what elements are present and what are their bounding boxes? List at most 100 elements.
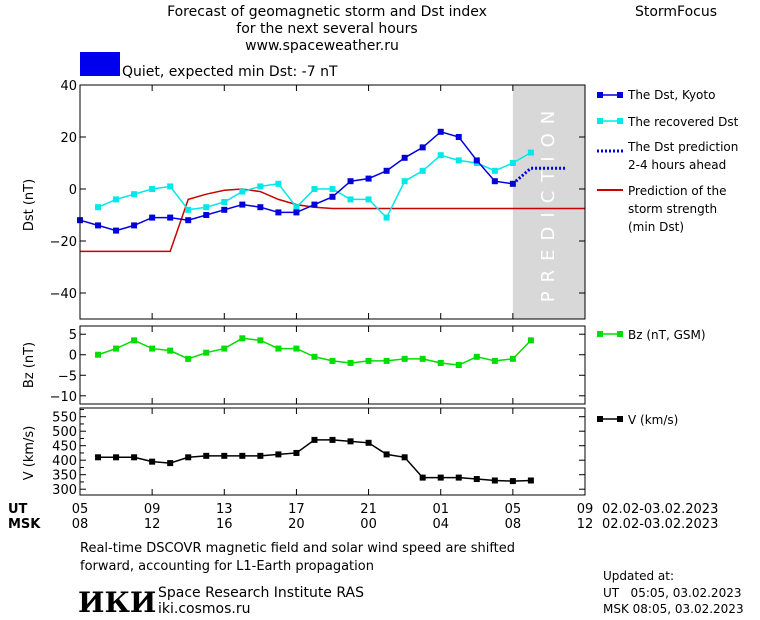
v-line-point xyxy=(113,454,120,461)
bz-line-point xyxy=(185,355,192,362)
recovered-dst-line-point xyxy=(275,180,282,187)
institute-site: iki.cosmos.ru xyxy=(158,601,250,617)
v-line xyxy=(98,439,531,482)
recovered-dst-line-point xyxy=(401,178,408,185)
kyoto-dst-line-point xyxy=(491,178,498,185)
updated-label: Updated at: xyxy=(603,569,674,583)
legend-storm-2: storm strength xyxy=(628,202,717,216)
recovered-dst-line-point xyxy=(383,214,390,221)
recovered-dst-line-point xyxy=(455,157,462,164)
recovered-dst-line-point xyxy=(185,206,192,213)
bz-ytick-label: 5 xyxy=(69,328,77,343)
ut-tick-label: 09 xyxy=(144,502,161,517)
legend-v-marker xyxy=(597,416,623,422)
bz-ytick-label: 0 xyxy=(69,349,77,364)
kyoto-dst-line-point xyxy=(203,212,210,218)
kyoto-dst-line-point xyxy=(113,227,120,234)
msk-range: 02.02-03.02.2023 xyxy=(602,517,718,532)
recovered-dst-line-point xyxy=(419,167,426,174)
v-line-point xyxy=(329,436,336,443)
bz-ytick-label: −10 xyxy=(50,390,77,405)
recovered-dst-line-point xyxy=(113,196,120,203)
bz-line-point xyxy=(275,345,282,352)
kyoto-dst-line-point xyxy=(167,214,174,221)
dst-ytick-label: −40 xyxy=(50,287,77,302)
recovered-dst-line-point xyxy=(149,186,156,192)
lg-kyoto-pt xyxy=(617,92,623,98)
legend-prediction-1: The Dst prediction xyxy=(627,140,738,154)
footer-note-2: forward, accounting for L1-Earth propaga… xyxy=(80,559,374,574)
recovered-dst-line-point xyxy=(365,196,372,203)
msk-tick-label: 00 xyxy=(360,517,377,532)
v-ytick-label: 500 xyxy=(52,425,77,440)
dst-series xyxy=(77,128,585,253)
msk-label: MSK xyxy=(8,517,41,532)
v-line-point xyxy=(383,451,390,458)
v-line-point xyxy=(239,452,246,459)
recovered-dst-line-point xyxy=(527,149,534,156)
bz-line-point xyxy=(149,345,156,352)
kyoto-dst-line-point xyxy=(437,128,444,135)
dst-ytick-label: 0 xyxy=(69,183,77,198)
recovered-dst-line-point xyxy=(329,186,336,192)
bz-line-point xyxy=(437,359,444,366)
status-text: Quiet, expected min Dst: -7 nT xyxy=(122,64,338,80)
v-line-point xyxy=(473,476,480,483)
kyoto-dst-line xyxy=(79,130,513,232)
bz-series xyxy=(95,335,534,368)
v-line-point xyxy=(401,454,408,461)
status-color-swatch xyxy=(80,52,120,76)
kyoto-dst-line-point xyxy=(329,193,336,200)
v-line-point xyxy=(365,439,372,446)
bz-line-point xyxy=(239,335,246,342)
bz-line-point xyxy=(347,359,354,366)
v-ytick-label: 300 xyxy=(52,483,77,498)
ut-tick-label: 13 xyxy=(216,502,233,517)
dst-ytick-label: −20 xyxy=(50,235,77,250)
bz-line-point xyxy=(221,345,228,352)
v-line-point xyxy=(491,477,498,484)
v-line-point xyxy=(149,458,156,465)
recovered-dst-line-point xyxy=(437,152,444,159)
v-line-point xyxy=(527,477,534,484)
recovered-dst-line-point xyxy=(257,183,264,190)
legend-kyoto: The Dst, Kyoto xyxy=(627,88,715,102)
ut-tick-label: 09 xyxy=(577,502,594,517)
bz-line-point xyxy=(257,337,264,344)
msk-tick-label: 12 xyxy=(577,517,594,532)
ut-tick-label: 05 xyxy=(505,502,522,517)
recovered-dst-line-point xyxy=(203,204,210,211)
v-line-point xyxy=(131,454,138,461)
legend-recovered-marker xyxy=(597,118,623,124)
kyoto-dst-line-point xyxy=(311,201,318,208)
msk-tick-label: 08 xyxy=(505,517,522,532)
lg-rec-pt xyxy=(597,118,603,124)
v-line-point xyxy=(509,478,516,485)
bz-line-point xyxy=(95,351,102,358)
kyoto-dst-line-point xyxy=(455,134,462,140)
dst-y-label: Dst (nT) xyxy=(22,179,37,231)
kyoto-dst-line-point xyxy=(401,154,408,161)
kyoto-dst-line-point xyxy=(131,222,138,229)
bz-frame xyxy=(79,325,586,405)
recovered-dst-line-point xyxy=(131,191,138,198)
legend-recovered: The recovered Dst xyxy=(627,115,739,129)
recovered-dst-line-point xyxy=(311,186,318,192)
title-line-1: Forecast of geomagnetic storm and Dst in… xyxy=(167,4,487,20)
bz-line-point xyxy=(401,355,408,362)
recovered-dst-line-point xyxy=(347,196,354,203)
lg-kyoto-pt xyxy=(597,92,603,98)
v-ytick-label: 550 xyxy=(52,411,77,426)
recovered-dst-line-point xyxy=(239,188,246,195)
lg-bz-pt xyxy=(597,331,603,337)
updated-ut: UT 05:05, 03.02.2023 xyxy=(603,586,741,600)
kyoto-dst-line-point xyxy=(185,217,192,224)
ut-tick-label: 17 xyxy=(288,502,305,517)
v-frame xyxy=(79,407,586,496)
msk-tick-label: 08 xyxy=(72,517,89,532)
kyoto-dst-line-point xyxy=(293,209,300,216)
kyoto-dst-line-point xyxy=(419,144,426,151)
time-ticks: 05 09 13 17 21 01 05 09 08 12 16 20 00 04 08 12 xyxy=(72,502,594,532)
